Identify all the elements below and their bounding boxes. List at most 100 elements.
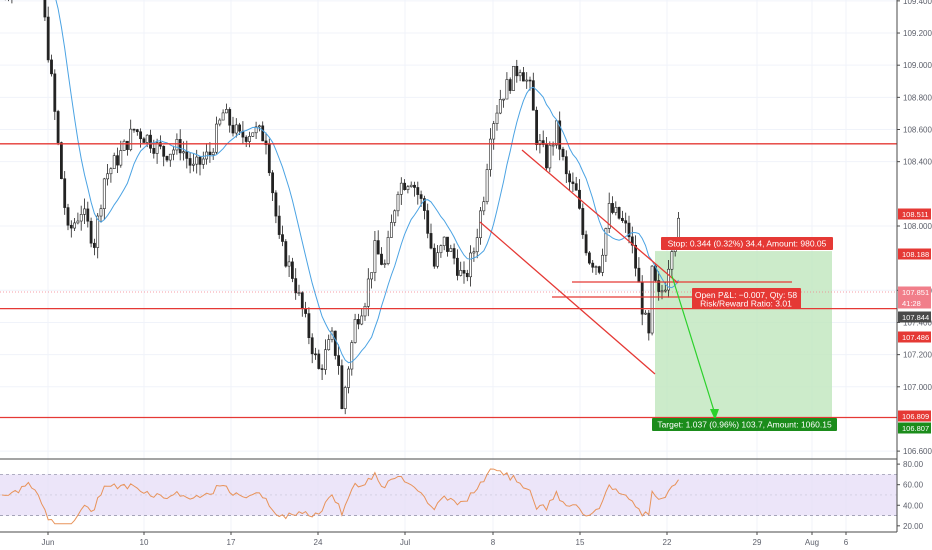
channel-lower-line[interactable] xyxy=(479,221,656,375)
candle-body xyxy=(126,140,129,150)
candle-body xyxy=(152,148,156,154)
candle-body xyxy=(185,151,189,159)
candle-body xyxy=(620,217,624,221)
candle-body xyxy=(251,132,255,137)
candle-body xyxy=(528,79,532,82)
candle-body xyxy=(459,270,463,276)
candle-body xyxy=(429,233,433,249)
candle-body xyxy=(168,153,172,161)
stop-label[interactable]: Stop: 0.344 (0.32%) 34.4, Amount: 980.05 xyxy=(661,237,833,250)
candle-body xyxy=(310,337,314,355)
candle-body xyxy=(56,111,60,143)
candle-body xyxy=(383,263,387,265)
candle-body xyxy=(264,140,268,146)
pnl-text: Open P&L: −0.007, Qty: 58 xyxy=(695,290,798,300)
candle-body xyxy=(314,353,317,356)
stop-label-text: Stop: 0.344 (0.32%) 34.4, Amount: 980.05 xyxy=(668,239,827,249)
candle-body xyxy=(535,109,539,145)
candle-body xyxy=(165,156,169,161)
candle-body xyxy=(396,194,400,212)
candle-body xyxy=(59,142,63,180)
candle-body xyxy=(426,210,430,234)
price-tick-label: 107.400 xyxy=(903,318,932,327)
target-label[interactable]: Target: 1.037 (0.96%) 103.7, Amount: 106… xyxy=(652,418,837,431)
candle-body xyxy=(46,16,50,61)
projection-arrowhead-icon xyxy=(710,409,719,420)
candle-body xyxy=(69,224,73,229)
candle-body xyxy=(492,123,496,140)
candle-body xyxy=(538,140,542,145)
candle-body xyxy=(89,220,93,244)
candle-body xyxy=(188,158,192,166)
candle-body xyxy=(637,267,641,283)
candle-body xyxy=(409,184,413,187)
oscillator-axis[interactable]: 80.00 60.00 40.00 20.00 xyxy=(897,460,924,531)
candle-body xyxy=(99,208,103,217)
candle-body xyxy=(485,169,489,203)
candle-body xyxy=(393,210,397,223)
candle-body xyxy=(465,272,469,278)
candle-body xyxy=(267,144,271,174)
candle-body xyxy=(617,207,621,219)
candle-body xyxy=(505,79,509,100)
candle-body xyxy=(521,72,525,82)
price-axis[interactable]: 110.200110.000109.800109.600109.400109.2… xyxy=(897,0,932,456)
candle-body xyxy=(66,207,70,226)
candle-body xyxy=(611,203,614,213)
oscillator-tick-label: 40.00 xyxy=(903,501,924,510)
oscillator-tick-label: 20.00 xyxy=(903,522,924,531)
candle-body xyxy=(597,266,601,273)
price-flag-bg xyxy=(898,410,931,422)
candle-body xyxy=(594,266,598,268)
time-tick-label: 6 xyxy=(844,538,849,547)
candle-body xyxy=(300,292,304,310)
moving-average-line xyxy=(55,0,679,364)
candle-body xyxy=(587,252,591,264)
candle-body xyxy=(508,79,512,91)
candle-body xyxy=(175,139,179,151)
price-tick-label: 109.200 xyxy=(903,29,932,38)
candle-body xyxy=(581,208,585,235)
candle-body xyxy=(469,252,473,278)
candle-body xyxy=(343,387,347,410)
candle-body xyxy=(142,138,146,143)
price-flag: 106.807 xyxy=(898,422,931,434)
grid xyxy=(0,0,897,532)
target-zone xyxy=(655,251,832,418)
candle-body xyxy=(475,237,479,253)
candle-body xyxy=(667,268,671,291)
candle-body xyxy=(455,257,459,276)
candle-body xyxy=(79,214,83,222)
candle-body xyxy=(294,278,298,294)
candle-body xyxy=(350,342,354,370)
candle-body xyxy=(545,144,548,169)
time-tick-label: 22 xyxy=(663,538,672,547)
time-tick-label: Jun xyxy=(42,538,55,547)
price-flag-bg xyxy=(898,331,931,343)
price-flag-label: 108.188 xyxy=(902,250,929,259)
candle-body xyxy=(604,228,608,256)
candle-body xyxy=(73,222,77,229)
price-flag-bg xyxy=(898,248,931,260)
target-label-bg xyxy=(652,418,837,431)
candle-body xyxy=(218,119,222,125)
candle-body xyxy=(660,290,664,293)
time-axis[interactable]: Jun 10 17 24 Jul 8 15 22 29 Aug 6 xyxy=(42,532,849,547)
candle-body xyxy=(548,144,552,169)
candle-body xyxy=(495,112,499,124)
candle-body xyxy=(439,245,443,254)
candles xyxy=(4,0,680,415)
oscillator-tick-label: 80.00 xyxy=(903,460,924,469)
candle-body xyxy=(360,315,364,325)
candle-body xyxy=(419,194,423,199)
candle-body xyxy=(323,349,327,370)
candle-body xyxy=(307,313,311,338)
time-tick-label: 8 xyxy=(491,538,496,547)
channel-upper-line[interactable] xyxy=(521,149,679,284)
price-flag-label: 107.486 xyxy=(902,333,929,342)
price-tick-label: 108.600 xyxy=(903,126,932,135)
candle-body xyxy=(347,368,350,388)
